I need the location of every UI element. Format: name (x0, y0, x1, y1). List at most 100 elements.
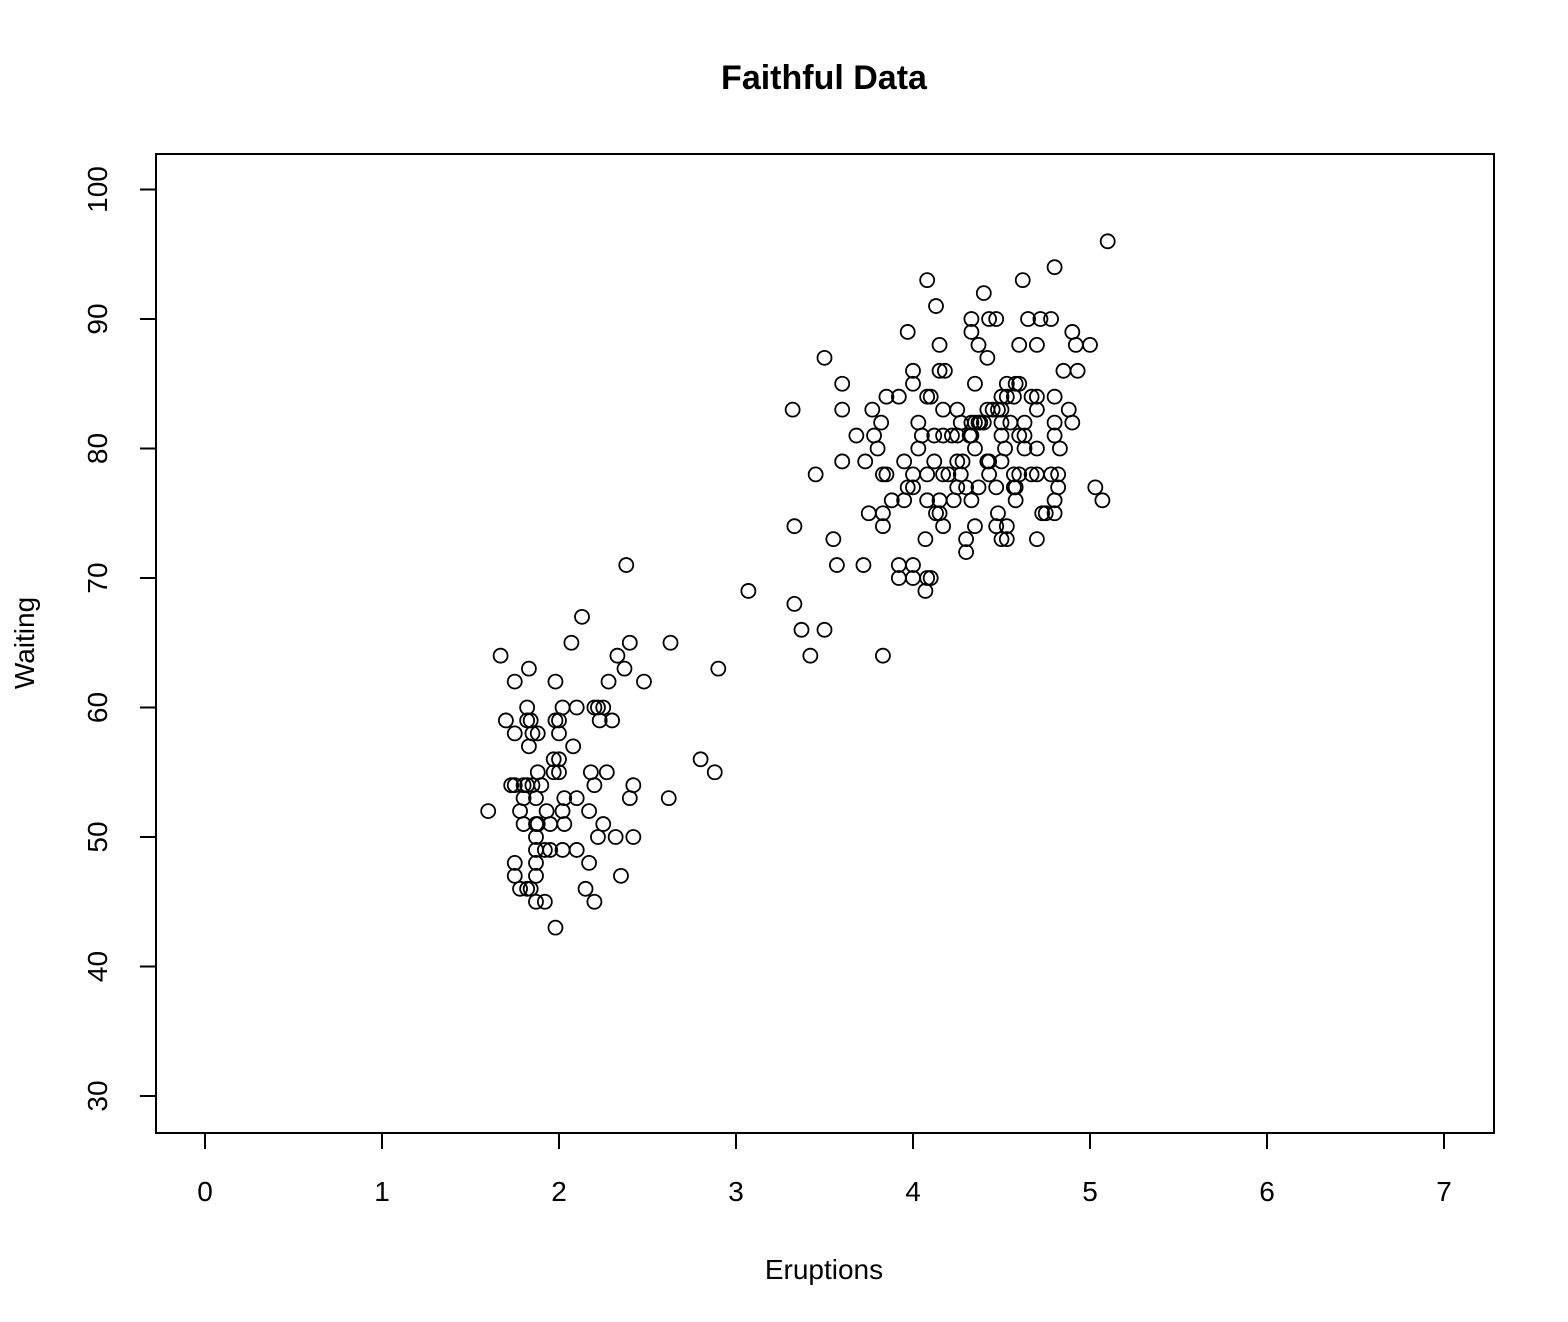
data-point (706, 764, 723, 781)
data-point (1029, 401, 1045, 418)
data-point (913, 427, 930, 444)
data-point (1046, 414, 1063, 431)
data-point (905, 362, 921, 379)
x-axis-label: Eruptions (765, 1254, 883, 1285)
data-point (944, 427, 960, 444)
data-point (556, 816, 573, 832)
data-point (536, 842, 553, 858)
data-point (883, 492, 900, 509)
data-point (547, 919, 564, 936)
data-point (1046, 259, 1063, 276)
data-point (536, 893, 553, 910)
data-point (935, 401, 951, 418)
y-axis-label: Waiting (9, 597, 40, 689)
data-point (1032, 311, 1049, 327)
data-point (740, 583, 757, 599)
data-point (607, 829, 624, 845)
data-point (825, 531, 842, 548)
y-tick-label: 100 (82, 166, 113, 213)
data-point (997, 440, 1013, 457)
data-point (1046, 492, 1063, 509)
data-point (928, 505, 944, 522)
data-point (545, 764, 562, 781)
data-point (993, 401, 1010, 418)
data-point (551, 764, 567, 781)
data-point (784, 401, 801, 418)
data-point (864, 401, 881, 418)
data-point (551, 751, 567, 768)
data-point (1064, 414, 1081, 431)
data-point (866, 427, 882, 444)
data-point (497, 712, 514, 729)
data-point (958, 544, 974, 560)
data-point (568, 842, 585, 858)
data-point (1011, 427, 1028, 444)
data-point (1007, 375, 1024, 392)
data-point (1046, 388, 1063, 405)
data-point (1011, 466, 1028, 483)
data-point (529, 764, 546, 781)
x-tick-label: 7 (1436, 1176, 1452, 1207)
data-point (958, 531, 974, 548)
data-point (581, 803, 597, 819)
data-point (528, 893, 544, 910)
data-point (1043, 466, 1059, 483)
data-point (998, 375, 1015, 392)
data-point (967, 518, 983, 535)
data-point (538, 803, 555, 819)
data-point (506, 673, 523, 690)
data-point (568, 790, 585, 807)
data-point (492, 647, 509, 664)
data-point (949, 401, 966, 418)
data-point (981, 466, 998, 483)
data-point (875, 466, 891, 483)
y-tick-label: 40 (82, 951, 113, 982)
data-point (528, 855, 544, 871)
data-point (899, 479, 916, 496)
y-tick-label: 80 (82, 433, 113, 464)
data-point (581, 855, 597, 871)
data-point (786, 518, 803, 535)
y-axis: 30 40 50 60 70 80 90 100 (82, 166, 157, 1112)
data-point (1087, 479, 1104, 496)
data-point (984, 401, 1001, 418)
data-point (692, 751, 709, 768)
data-point (1043, 311, 1059, 327)
data-point (848, 427, 865, 444)
data-point (1050, 479, 1067, 496)
data-point (1060, 401, 1077, 418)
data-point (609, 647, 626, 664)
data-point (993, 388, 1010, 405)
data-point (1055, 362, 1072, 379)
data-point (834, 375, 851, 392)
data-point (636, 673, 652, 690)
data-point (565, 738, 582, 755)
data-point (1023, 388, 1040, 405)
data-point (568, 699, 585, 716)
data-point (554, 803, 571, 819)
data-point (519, 712, 536, 729)
data-point (563, 634, 580, 651)
data-point (807, 466, 824, 483)
data-point (998, 388, 1015, 405)
data-point (545, 751, 562, 768)
data-point (905, 466, 921, 483)
data-point (926, 453, 943, 470)
data-point (988, 311, 1005, 327)
data-point (998, 531, 1015, 548)
data-point (869, 440, 886, 457)
data-point (522, 712, 539, 729)
x-tick-label: 0 (197, 1176, 213, 1207)
data-point (506, 867, 523, 884)
data-point (542, 842, 559, 858)
data-point (967, 375, 983, 392)
data-point (595, 816, 612, 832)
data-point (660, 790, 677, 807)
data-point (834, 453, 851, 470)
data-point (1029, 440, 1045, 457)
data-point (945, 492, 962, 509)
data-point (890, 557, 907, 573)
x-tick-label: 2 (551, 1176, 567, 1207)
data-point (586, 777, 603, 794)
